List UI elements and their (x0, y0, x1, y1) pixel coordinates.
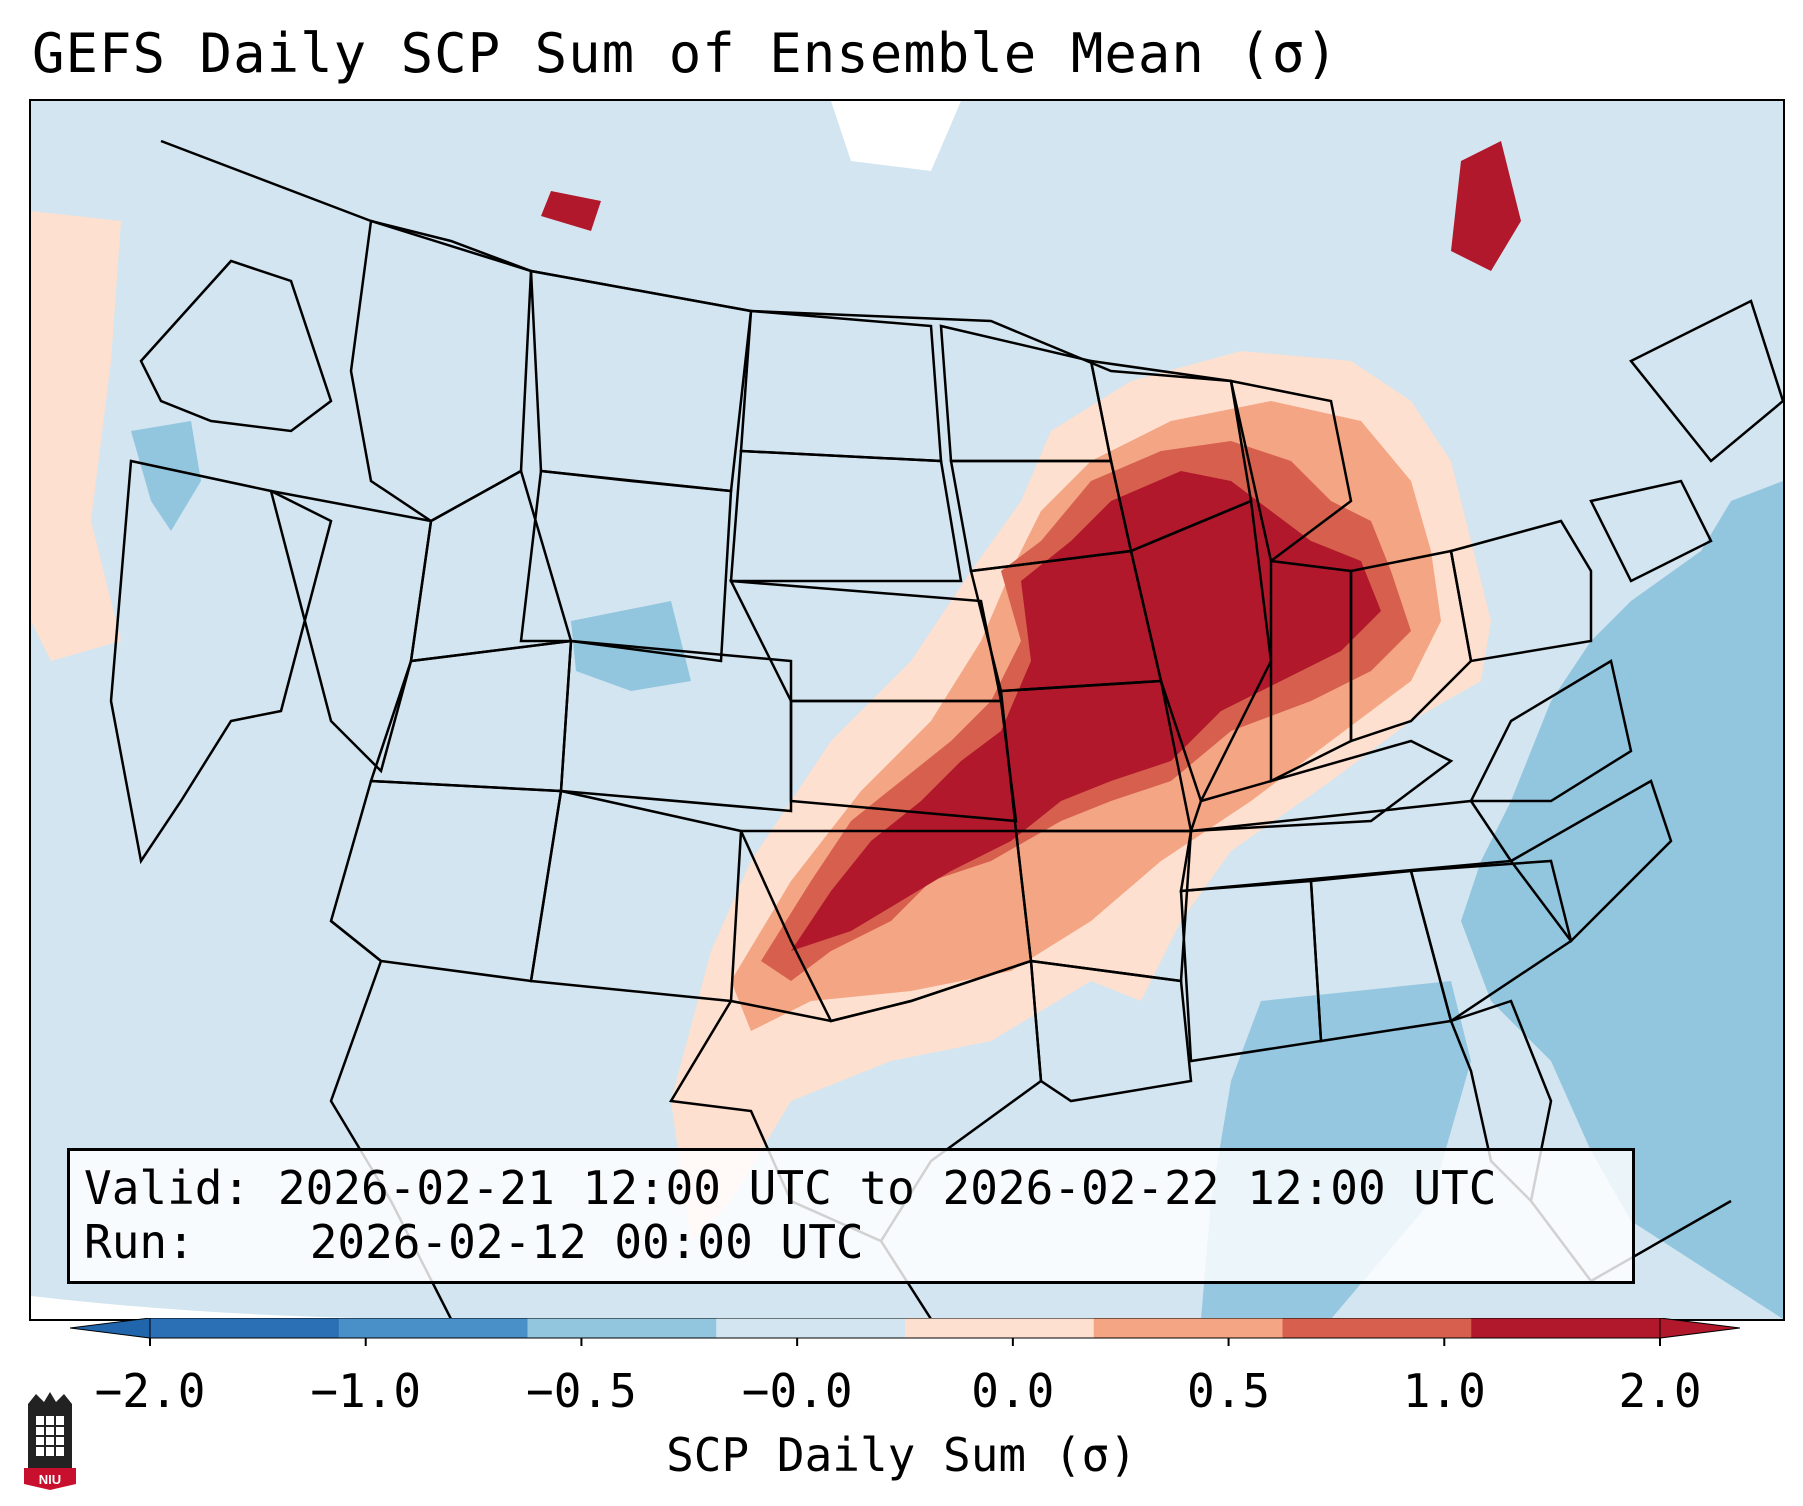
logo-text: NIU (39, 1472, 61, 1487)
colorbar-segment (905, 1318, 1095, 1338)
quebec-high-anomaly (1451, 141, 1521, 271)
illinois-outline (1129, 499, 1273, 805)
valid-value: 2026-02-21 12:00 UTC to 2026-02-22 12:00… (277, 1161, 1497, 1215)
colorbar-segment (527, 1318, 717, 1338)
colorbar-tick-label: 2.0 (1618, 1364, 1702, 1418)
atlantic-low-anomaly (1461, 481, 1783, 1319)
niu-logo-icon: NIU (24, 1392, 76, 1490)
colorbar-segment (1282, 1318, 1472, 1338)
colorbar-label: SCP Daily Sum (σ) (666, 1428, 1137, 1482)
colorbar-tick-label: 0.0 (971, 1364, 1055, 1418)
great-basin-low-anomaly (131, 421, 201, 531)
run-label: Run: (84, 1215, 195, 1269)
colorbar-outline (149, 1318, 1661, 1339)
colorbar-tick-label: −0.0 (741, 1364, 853, 1418)
map-title: GEFS Daily SCP Sum of Ensemble Mean (σ) (32, 22, 1339, 85)
valid-label: Valid: (84, 1161, 251, 1215)
colorbar-tick-label: 1.0 (1402, 1364, 1486, 1418)
colorbar-segment (1471, 1318, 1661, 1338)
colorbar-under-arrow (70, 1318, 151, 1339)
michigan-outline (1229, 379, 1353, 564)
run-line: Run: 2026-02-12 00:00 UTC (84, 1215, 864, 1269)
map-panel (29, 99, 1785, 1321)
alberta-high-anomaly (541, 191, 601, 231)
validity-info-box: Valid: 2026-02-21 12:00 UTC to 2026-02-2… (67, 1148, 1635, 1284)
colorbar-over-arrow (1659, 1318, 1740, 1339)
colorbar-tick-label: −1.0 (310, 1364, 422, 1418)
run-value: 2026-02-12 00:00 UTC (309, 1215, 864, 1269)
arizona-outline (329, 779, 563, 983)
boundaries (109, 139, 1783, 1319)
colorbar-segment (150, 1318, 340, 1338)
colorbar-segment (716, 1318, 906, 1338)
colorbar-tick-label: −0.5 (526, 1364, 637, 1418)
valid-line: Valid: 2026-02-21 12:00 UTC to 2026-02-2… (84, 1161, 1496, 1215)
colorbar-tick-label: −2.0 (94, 1364, 206, 1418)
colorbar-segment (338, 1318, 528, 1338)
map-canvas (31, 101, 1783, 1319)
us-canada-border (160, 139, 1232, 383)
pacific-positive-anomaly (31, 211, 121, 661)
colorbar-segment (1093, 1318, 1283, 1338)
california-outline (109, 459, 333, 865)
colorbar (70, 1318, 1740, 1346)
colorbar-tick-label: 0.5 (1187, 1364, 1271, 1418)
no-data-area (831, 101, 961, 171)
off-domain-area (31, 1296, 451, 1319)
